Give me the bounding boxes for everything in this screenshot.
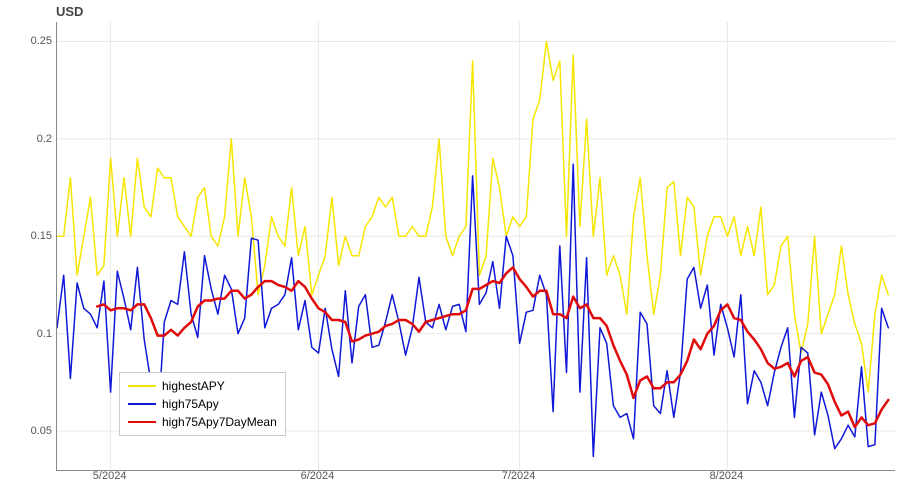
- chart-title: USD: [56, 4, 83, 19]
- legend-swatch: [128, 385, 156, 387]
- y-tick-label: 0.2: [37, 133, 52, 145]
- x-tick-label: 5/2024: [93, 470, 127, 482]
- legend: highestAPY high75Apy high75Apy7DayMean: [119, 372, 286, 436]
- legend-swatch: [128, 421, 156, 423]
- legend-row-high75Apy: high75Apy: [128, 395, 277, 413]
- x-tick-label: 7/2024: [502, 470, 536, 482]
- legend-row-highestAPY: highestAPY: [128, 377, 277, 395]
- apy-line-chart: USD bitfinexUsdLending highestAPYhigh75A…: [0, 0, 900, 500]
- y-tick-label: 0.25: [31, 35, 52, 47]
- y-tick-label: 0.05: [31, 425, 52, 437]
- legend-label: high75Apy: [162, 397, 219, 411]
- legend-label: highestAPY: [162, 379, 225, 393]
- plot-area: highestAPY high75Apy high75Apy7DayMean: [56, 22, 895, 471]
- x-tick-label: 8/2024: [710, 470, 744, 482]
- y-tick-label: 0.15: [31, 230, 52, 242]
- series-highestAPY: [57, 42, 888, 393]
- legend-swatch: [128, 403, 156, 405]
- legend-row-high75Apy7DayMean: high75Apy7DayMean: [128, 413, 277, 431]
- x-tick-label: 6/2024: [301, 470, 335, 482]
- legend-label: high75Apy7DayMean: [162, 415, 277, 429]
- y-tick-label: 0.1: [37, 328, 52, 340]
